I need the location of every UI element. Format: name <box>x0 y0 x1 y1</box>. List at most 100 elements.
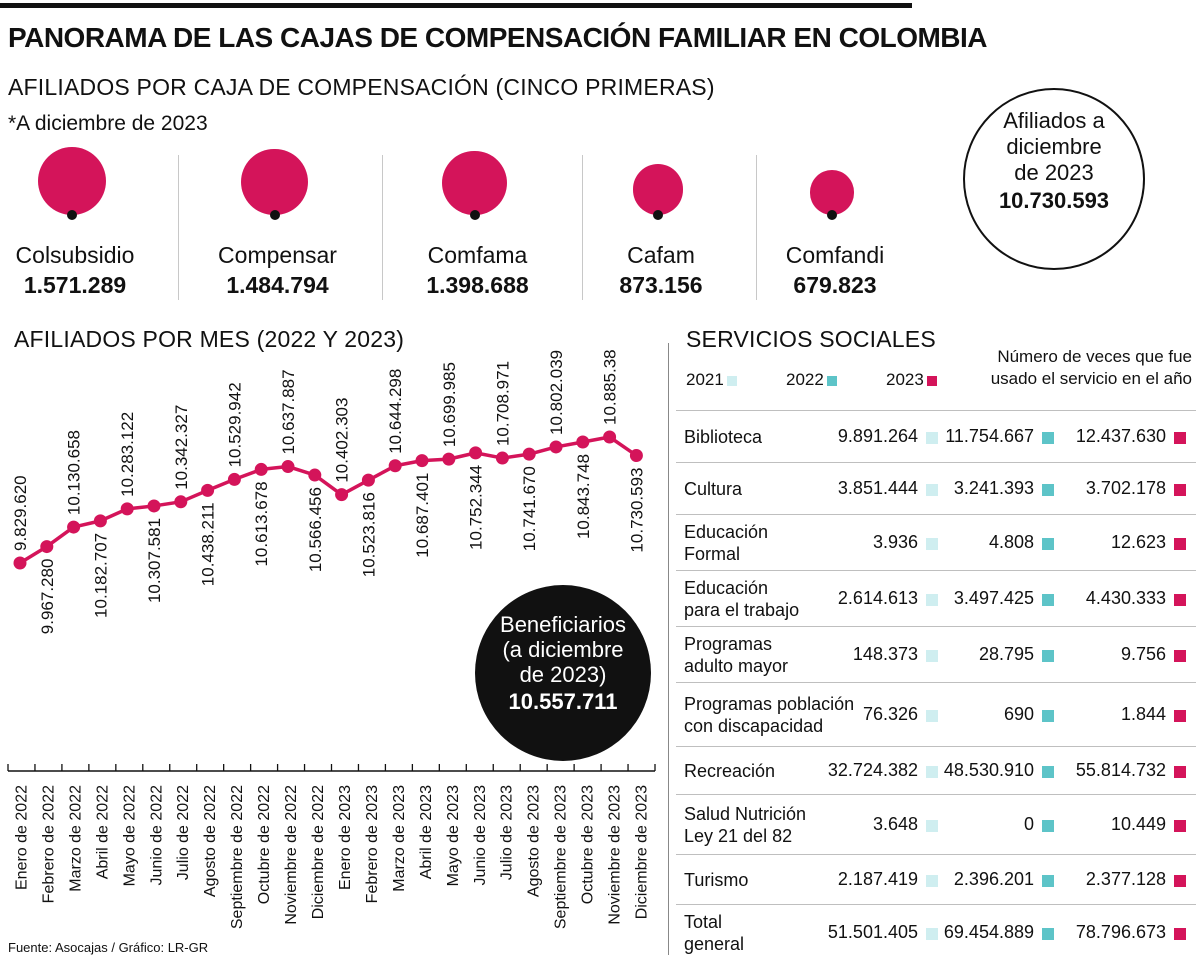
x-tick-label: Mayo de 2022 <box>121 785 138 887</box>
bubble-dot <box>827 210 837 220</box>
bubble-circle <box>632 164 684 215</box>
servicios-title: SERVICIOS SOCIALES <box>686 326 936 352</box>
value-2023: 55.814.732 <box>1075 760 1166 780</box>
value-2023: 9.756 <box>1120 644 1166 664</box>
bubble-compensar: Compensar 1.484.794 <box>200 148 355 300</box>
row-label: Cultura <box>684 478 742 500</box>
section-divider <box>668 343 669 955</box>
separator <box>382 155 383 300</box>
swatch-2021 <box>926 594 938 606</box>
data-point <box>576 435 590 449</box>
bubble-comfama: Comfama 1.398.688 <box>400 150 555 300</box>
row-label-line: Cultura <box>684 479 743 499</box>
value-2021: 9.891.264 <box>837 426 918 446</box>
row-label-line: Formal <box>684 544 741 564</box>
data-point <box>254 462 268 476</box>
row-label-line: Biblioteca <box>684 427 763 447</box>
data-point <box>388 459 402 473</box>
swatch-2022 <box>1042 710 1054 722</box>
value-2023: 12.623 <box>1110 532 1166 552</box>
servicios-note: Número de veces que fue usado el servici… <box>990 347 1192 388</box>
row-label: Educación Formal <box>684 521 768 565</box>
main-title: PANORAMA DE LAS CAJAS DE COMPENSACIÓN FA… <box>8 22 988 53</box>
data-point <box>335 488 349 502</box>
swatch-2023 <box>1174 650 1186 662</box>
legend-2021-swatch <box>726 375 737 386</box>
data-point <box>281 460 295 474</box>
data-label: 10.566.456 <box>306 487 325 572</box>
row-label: Total general <box>684 911 744 955</box>
servicios-row: Programas adulto mayor 148.373 28.795 9.756 <box>676 626 1196 682</box>
row-label: Educación para el trabajo <box>684 577 799 621</box>
x-tick-label: Abril de 2022 <box>94 785 111 879</box>
bubble-name: Colsubsidio <box>15 242 135 268</box>
row-label-line: Programas <box>684 634 773 654</box>
data-label: 10.637.887 <box>279 369 298 454</box>
data-label: 10.752.344 <box>467 465 486 550</box>
value-2022: 69.454.889 <box>943 922 1034 942</box>
beneficiarios-label-line-2: (a diciembre <box>502 637 624 662</box>
data-point <box>93 514 107 528</box>
swatch-2021 <box>926 710 938 722</box>
value-2023: 4.430.333 <box>1085 588 1166 608</box>
bubble-dot <box>469 210 480 220</box>
x-tick-label: Julio de 2022 <box>175 785 192 880</box>
x-tick-label: Septiembre de 2022 <box>229 785 246 929</box>
separator <box>756 155 757 300</box>
data-label: 9.967.280 <box>38 559 57 635</box>
bubble-dot <box>653 210 663 220</box>
data-point <box>442 452 456 466</box>
data-point <box>469 446 483 460</box>
value-2023: 10.449 <box>1110 814 1166 834</box>
value-2023: 1.844 <box>1120 704 1166 724</box>
swatch-2022 <box>1042 432 1054 444</box>
bubble-comfandi: Comfandi 679.823 <box>770 150 900 300</box>
swatch-2022 <box>1042 650 1054 662</box>
value-2021: 2.614.613 <box>837 588 918 608</box>
value-2023: 2.377.128 <box>1085 869 1166 889</box>
x-tick-label: Febrero de 2023 <box>364 785 381 903</box>
bubble-value: 1.571.289 <box>23 272 127 298</box>
data-point <box>361 473 375 487</box>
data-label: 10.699.985 <box>440 362 459 447</box>
data-point <box>147 499 161 513</box>
data-label: 10.307.581 <box>145 518 164 603</box>
total-value: 10.730.593 <box>998 188 1110 213</box>
beneficiarios-label-line-1: Beneficiarios <box>500 612 626 637</box>
data-label: 10.644.298 <box>386 369 405 454</box>
row-label-line: general <box>684 934 745 954</box>
data-label: 10.885.381 <box>601 350 620 425</box>
swatch-2023 <box>1174 928 1186 940</box>
value-2022: 11.754.667 <box>945 426 1034 446</box>
data-label: 10.802.039 <box>547 350 566 435</box>
chart-title: AFILIADOS POR MES (2022 Y 2023) <box>14 326 405 352</box>
data-point <box>522 447 536 461</box>
data-point <box>227 472 241 486</box>
bubble-name: Cafam <box>627 242 695 268</box>
swatch-2023 <box>1174 484 1186 496</box>
x-tick-label: Mayo de 2023 <box>445 785 462 887</box>
row-label-line: Ley 21 del 82 <box>684 826 793 846</box>
data-label: 10.342.327 <box>172 405 191 490</box>
swatch-2022 <box>1042 766 1054 778</box>
servicios-row: Programas población con discapacidad 76.32… <box>676 682 1196 746</box>
data-label: 10.182.707 <box>91 533 110 618</box>
beneficiarios-label-line-3: de 2023) <box>519 662 607 687</box>
swatch-2023 <box>1174 820 1186 832</box>
total-label-line-1: Afiliados a <box>1003 108 1105 133</box>
row-label-line: con discapacidad <box>684 716 824 736</box>
data-point <box>603 430 617 444</box>
row-label-line: Recreación <box>684 761 776 781</box>
source-note: Fuente: Asocajas / Gráfico: LR-GR <box>8 940 209 955</box>
data-label: 10.438.211 <box>199 502 218 586</box>
row-label-line: Turismo <box>684 870 749 890</box>
x-tick-label: Marzo de 2022 <box>67 785 84 892</box>
row-label-line: Total <box>684 912 723 932</box>
value-2021: 3.851.444 <box>837 478 918 498</box>
x-tick-label: Septiembre de 2023 <box>553 785 570 929</box>
top-rule <box>0 3 912 8</box>
data-label: 10.687.401 <box>413 473 432 558</box>
value-2023: 3.702.178 <box>1085 478 1166 498</box>
data-point <box>629 448 643 462</box>
x-tick-label: Octubre de 2022 <box>256 785 273 904</box>
